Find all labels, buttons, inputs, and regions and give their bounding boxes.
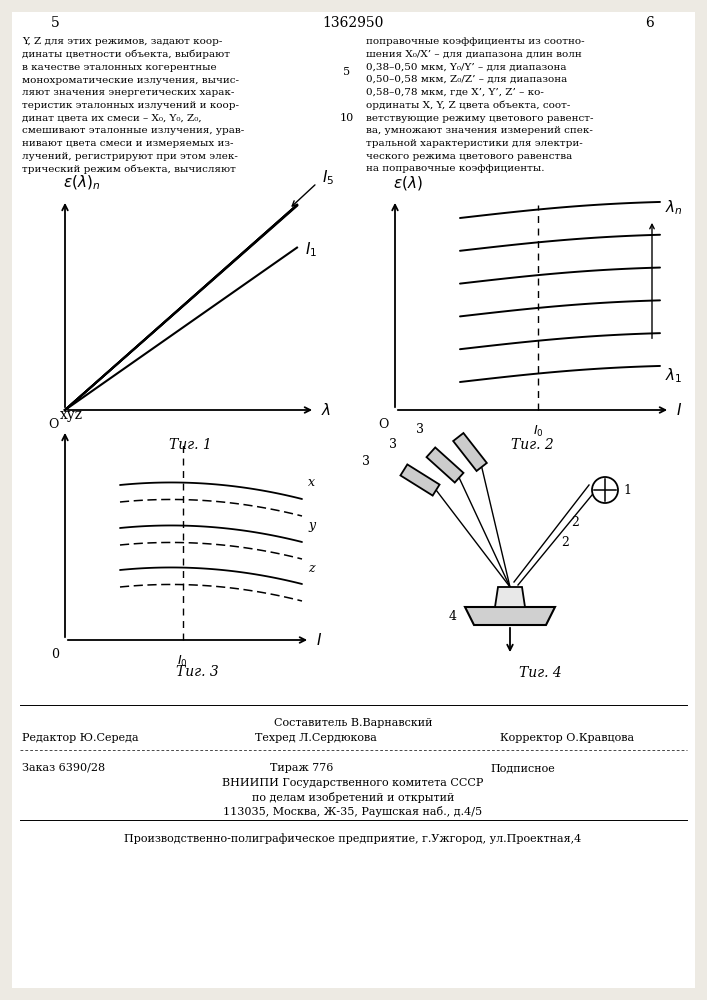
Polygon shape xyxy=(495,587,525,607)
Text: 3: 3 xyxy=(362,455,370,468)
Text: 2: 2 xyxy=(571,516,579,528)
Text: 5: 5 xyxy=(51,16,59,30)
Text: Редактор Ю.Середа: Редактор Ю.Середа xyxy=(22,733,139,743)
Text: 10: 10 xyxy=(340,113,354,123)
Polygon shape xyxy=(453,433,487,471)
Text: 0: 0 xyxy=(51,648,59,661)
Text: $I_5$: $I_5$ xyxy=(322,169,334,187)
Text: $I$: $I$ xyxy=(676,402,682,418)
Text: $\lambda$: $\lambda$ xyxy=(321,402,331,418)
Text: Составитель В.Варнавский: Составитель В.Варнавский xyxy=(274,718,432,728)
Text: 4: 4 xyxy=(449,609,457,622)
Text: $I_0$: $I_0$ xyxy=(532,424,544,439)
Text: 6: 6 xyxy=(645,16,655,30)
Text: $I_1$: $I_1$ xyxy=(305,240,317,259)
Text: Подписное: Подписное xyxy=(490,763,555,773)
Text: Тираж 776: Тираж 776 xyxy=(270,763,334,773)
Text: Техред Л.Сердюкова: Техред Л.Сердюкова xyxy=(255,733,377,743)
Text: 2: 2 xyxy=(561,536,569,548)
Text: O: O xyxy=(49,418,59,431)
Text: Заказ 6390/28: Заказ 6390/28 xyxy=(22,763,105,773)
Text: Y, Z для этих режимов, задают коор-
динаты цветности объекта, выбирают
в качеств: Y, Z для этих режимов, задают коор- дина… xyxy=(22,37,244,174)
Text: 1362950: 1362950 xyxy=(322,16,384,30)
Text: $I$: $I$ xyxy=(316,632,322,648)
Text: x: x xyxy=(308,476,315,488)
Text: Τиг. 4: Τиг. 4 xyxy=(519,666,561,680)
Text: 5: 5 xyxy=(344,67,351,77)
Text: 3: 3 xyxy=(416,423,424,436)
Text: $\varepsilon(\lambda)_n$: $\varepsilon(\lambda)_n$ xyxy=(63,174,100,192)
Text: O: O xyxy=(379,418,389,431)
Text: z: z xyxy=(308,562,315,574)
Text: 113035, Москва, Ж-35, Раушская наб., д.4/5: 113035, Москва, Ж-35, Раушская наб., д.4… xyxy=(223,806,483,817)
Text: 1: 1 xyxy=(623,484,631,496)
Text: Корректор О.Кравцова: Корректор О.Кравцова xyxy=(500,733,634,743)
Text: $\varepsilon(\lambda)$: $\varepsilon(\lambda)$ xyxy=(393,174,423,192)
Polygon shape xyxy=(400,464,440,496)
Text: поправочные коэффициенты из соотно-
шения X₀/X’ – для диапазона длин волн
0,38–0: поправочные коэффициенты из соотно- шени… xyxy=(366,37,593,173)
Text: 3: 3 xyxy=(389,438,397,451)
Text: Τиг. 3: Τиг. 3 xyxy=(176,665,219,679)
Text: Производственно-полиграфическое предприятие, г.Ужгород, ул.Проектная,4: Производственно-полиграфическое предприя… xyxy=(124,833,582,844)
Text: $\lambda_n$: $\lambda_n$ xyxy=(665,199,683,217)
Text: $I_0$: $I_0$ xyxy=(177,654,188,669)
Text: xyz: xyz xyxy=(60,408,83,422)
Text: по делам изобретений и открытий: по делам изобретений и открытий xyxy=(252,792,454,803)
Polygon shape xyxy=(426,447,464,483)
Polygon shape xyxy=(465,607,555,625)
Text: Τиг. 2: Τиг. 2 xyxy=(511,438,554,452)
Text: $\lambda_1$: $\lambda_1$ xyxy=(665,367,682,385)
Text: Τиг. 1: Τиг. 1 xyxy=(169,438,211,452)
Text: ВНИИПИ Государственного комитета СССР: ВНИИПИ Государственного комитета СССР xyxy=(222,778,484,788)
Text: y: y xyxy=(308,518,315,532)
